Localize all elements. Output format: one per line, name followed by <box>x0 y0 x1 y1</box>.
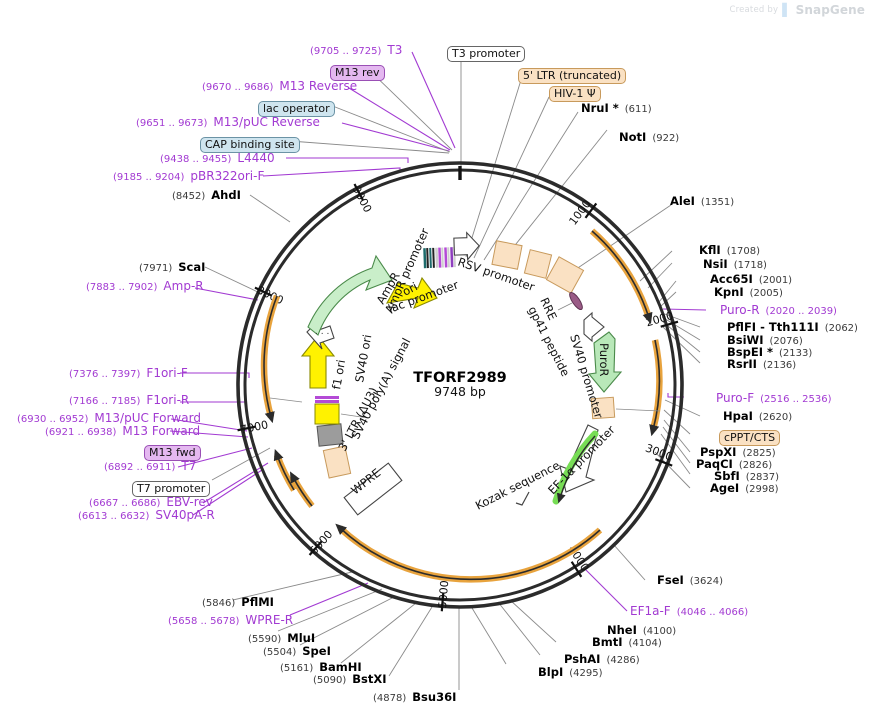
enzyme-label-pflmi[interactable]: (5846) PflMI <box>202 595 274 609</box>
svg-text:5000: 5000 <box>436 580 451 609</box>
primer-label-puro-r[interactable]: Puro-R (2020 .. 2039) <box>720 303 837 317</box>
label-puror: PuroR <box>597 343 611 377</box>
enzyme-label-bstxi[interactable]: (5090) BstXI <box>313 672 387 686</box>
plasmid-backbone-outer <box>236 161 684 609</box>
leader-lines-primers-left <box>169 287 269 516</box>
enzyme-label-hpai[interactable]: HpaI (2620) <box>723 409 793 423</box>
enzyme-label-rsrii[interactable]: RsrII (2136) <box>727 357 797 371</box>
enzyme-label-nhei[interactable]: NheI (4100) <box>607 623 677 637</box>
enzyme-label-bmti[interactable]: BmtI (4104) <box>592 635 662 649</box>
enzyme-label-alei[interactable]: AleI (1351) <box>670 194 735 208</box>
ampr-gene-arrow <box>307 254 393 336</box>
primer-label-m13-reverse[interactable]: (9670 .. 9686) M13 Reverse <box>202 79 358 93</box>
svg-text:6000: 6000 <box>307 528 335 558</box>
wpre-feature-box <box>343 462 403 516</box>
watermark-brand-text: SnapGene <box>795 3 865 17</box>
primer-label-f1ori-f[interactable]: (7376 .. 7397) F1ori-F <box>69 366 188 380</box>
enzyme-label-acc65i[interactable]: Acc65I (2001) <box>710 272 793 286</box>
feature-label-hiv1-psi[interactable]: HIV-1 Ψ <box>549 82 601 102</box>
feature-label-5-ltr-truncated[interactable]: 5' LTR (truncated) <box>518 64 627 84</box>
enzyme-label-bsu36i[interactable]: (4878) Bsu36I <box>373 690 457 704</box>
primer-label-puro-f[interactable]: Puro-F (2516 .. 2536) <box>716 391 832 405</box>
primer-label-m13-puc-reverse[interactable]: (9651 .. 9673) M13/pUC Reverse <box>136 115 320 129</box>
leader-lines-bottom <box>232 571 557 690</box>
leader-lines-features-topleft <box>289 68 453 154</box>
primer-label-wpre-r[interactable]: (5658 .. 5678) WPRE-R <box>168 613 294 627</box>
watermark-created-text: Created by <box>729 5 779 15</box>
enzyme-label-pshai[interactable]: PshAI (4286) <box>564 652 640 666</box>
sv40-polya-box <box>316 423 344 447</box>
enzyme-label-kpni[interactable]: KpnI (2005) <box>714 285 783 299</box>
primer-label-t3[interactable]: (9705 .. 9725) T3 <box>310 43 403 57</box>
svg-text:. . .: . . . <box>315 327 329 337</box>
enzyme-label-scai[interactable]: (7971) ScaI <box>139 260 206 274</box>
ori-arrow <box>385 276 438 310</box>
enzyme-label-fsei[interactable]: FseI (3624) <box>657 573 724 587</box>
feature-label-lac-operator[interactable]: lac operator <box>258 97 335 117</box>
enzyme-label-nsii[interactable]: NsiI (1718) <box>703 257 767 271</box>
enzyme-label-bsiwi[interactable]: BsiWI (2076) <box>727 333 803 347</box>
enzyme-label-bamhi[interactable]: (5161) BamHI <box>280 660 362 674</box>
f1-ori-arrow <box>300 335 336 389</box>
snapgene-logo-icon: ▌ <box>782 3 792 17</box>
primer-label-pbr322ori-f[interactable]: (9185 .. 9204) pBR322ori-F <box>113 169 265 183</box>
enzyme-label-pspxi[interactable]: PspXI (2825) <box>700 445 776 459</box>
primer-label-f1ori-r[interactable]: (7166 .. 7185) F1ori-R <box>69 393 190 407</box>
gp41-peptide-feature <box>569 291 583 311</box>
primer-label-l4440[interactable]: (9438 .. 9455) L4440 <box>160 151 275 165</box>
enzyme-label-blpi[interactable]: BlpI (4295) <box>538 665 603 679</box>
sv40-ori-box <box>314 403 340 425</box>
puror-gene-arrow <box>587 331 623 393</box>
leader-lines-primers-topleft <box>262 51 456 177</box>
feature-label-m13-rev[interactable]: M13 rev <box>330 61 385 81</box>
leader-lines-primers-bottomleft <box>289 582 369 616</box>
label-f1-ori: f1 ori <box>329 359 348 391</box>
rsv-promoter-boxes <box>491 240 553 279</box>
enzyme-label-pflfi-tth111i[interactable]: PflFI - Tth111I (2062) <box>727 320 858 334</box>
feature-label-t7-promoter[interactable]: T7 promoter <box>132 477 211 497</box>
enzyme-label-nrui[interactable]: NruI * (611) <box>581 101 652 115</box>
puro-downstream-box <box>590 396 616 420</box>
enzyme-label-noti[interactable]: NotI (922) <box>619 130 680 144</box>
plasmid-name: TFORF2989 <box>413 370 507 386</box>
feature-label-cppt-cts[interactable]: cPPT/CTS <box>719 426 781 446</box>
enzyme-label-ahdi[interactable]: (8452) AhdI <box>172 188 241 202</box>
label-sv40-ori: SV40 ori <box>352 333 374 383</box>
primer-label-m13-forward[interactable]: (6921 .. 6938) M13 Forward <box>45 424 201 438</box>
feature-label-m13-fwd[interactable]: M13 fwd <box>144 441 201 461</box>
orange-arc-centerlines <box>263 230 661 581</box>
enzyme-label-sbfi[interactable]: SbfI (2837) <box>714 469 780 483</box>
enzyme-label-agei[interactable]: AgeI (2998) <box>710 481 779 495</box>
feature-label-t3-promoter[interactable]: T3 promoter <box>447 42 526 62</box>
rre-feature-box <box>545 256 585 294</box>
primer-label-m13-puc-forward[interactable]: (6930 .. 6952) M13/pUC Forward <box>17 411 201 425</box>
primer-label-ebv-rev[interactable]: (6667 .. 6686) EBV-rev <box>89 495 213 509</box>
primer-label-t7[interactable]: (6892 .. 6911) T7 <box>104 459 197 473</box>
primer-label-ef1a-f[interactable]: EF1a-F (4046 .. 4066) <box>630 604 749 618</box>
plasmid-size: 9748 bp <box>434 384 486 399</box>
enzyme-label-kfli[interactable]: KflI (1708) <box>699 243 760 257</box>
primer-label-amp-r[interactable]: (7883 .. 7902) Amp-R <box>86 279 204 293</box>
svg-text:7000: 7000 <box>239 418 269 436</box>
leader-lines-left <box>204 194 291 481</box>
sv40-promoter-arrow <box>583 311 605 343</box>
feature-label-cap-binding-site[interactable]: CAP binding site <box>200 133 300 153</box>
snapgene-watermark: Created by ▌ SnapGene <box>729 3 865 17</box>
enzyme-label-mlui[interactable]: (5590) MluI <box>248 631 316 645</box>
enzyme-label-paqci[interactable]: PaqCI (2826) <box>696 457 773 471</box>
kozak-sequence-tick <box>515 491 530 506</box>
label-ori: ori <box>400 279 420 298</box>
mcs-stripe-cluster <box>423 231 480 269</box>
enzyme-label-spei[interactable]: (5504) SpeI <box>263 644 331 658</box>
enzyme-label-bspei[interactable]: BspEI * (2133) <box>727 345 813 359</box>
primer-label-sv40pa-r[interactable]: (6613 .. 6632) SV40pA-R <box>78 508 215 522</box>
ltr3-feature-box <box>322 445 352 479</box>
